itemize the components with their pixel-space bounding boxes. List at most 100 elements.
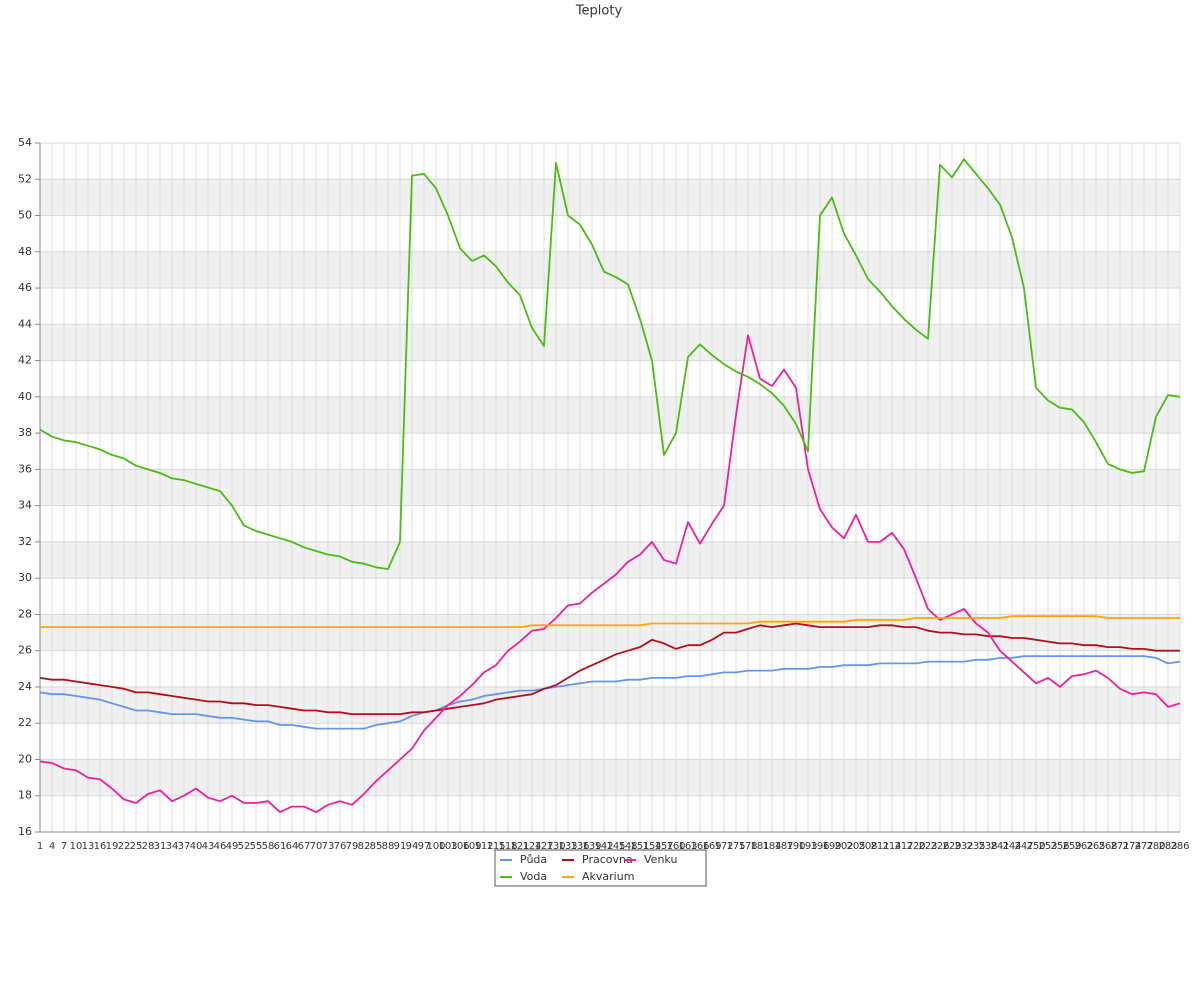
grid-band <box>40 469 1180 506</box>
y-tick-label: 38 <box>18 426 32 439</box>
x-tick-label: 19 <box>106 841 119 852</box>
x-tick-label: 190 <box>786 841 805 852</box>
x-tick-label: 115 <box>486 841 505 852</box>
x-tick-label: 265 <box>1086 841 1105 852</box>
y-tick-label: 32 <box>18 535 32 548</box>
grid-band <box>40 324 1180 361</box>
y-tick-label: 42 <box>18 354 32 367</box>
y-tick-label: 24 <box>18 680 32 693</box>
grid-band <box>40 541 1180 579</box>
x-tick-label: 229 <box>942 841 961 852</box>
y-tick-label: 36 <box>18 462 32 475</box>
legend-box <box>494 849 707 887</box>
x-tick-label: 61 <box>274 841 287 852</box>
x-tick-label: 148 <box>618 841 637 852</box>
x-tick-label: 175 <box>726 841 745 852</box>
x-tick-label: 127 <box>534 841 553 852</box>
x-tick-label: 262 <box>1074 841 1093 852</box>
legend-label: Pracovna <box>582 853 633 866</box>
x-tick-label: 187 <box>774 841 793 852</box>
x-tick-label: 103 <box>438 841 457 852</box>
x-tick-label: 31 <box>154 841 167 852</box>
x-tick-label: 205 <box>846 841 865 852</box>
x-tick-label: 277 <box>1134 841 1153 852</box>
x-tick-label: 1 <box>37 841 43 852</box>
x-tick-label: 88 <box>382 841 395 852</box>
x-tick-label: 157 <box>654 841 673 852</box>
y-tick-label: 18 <box>18 789 32 802</box>
x-tick-label: 250 <box>1026 841 1045 852</box>
y-tick-label: 26 <box>18 644 32 657</box>
x-tick-label: 151 <box>630 841 649 852</box>
series-line <box>39 334 1181 813</box>
x-tick-label: 22 <box>118 841 131 852</box>
x-tick-label: 46 <box>214 841 227 852</box>
legend-label: Venku <box>644 853 677 866</box>
x-tick-label: 199 <box>822 841 841 852</box>
x-tick-label: 52 <box>238 841 251 852</box>
grid-band <box>40 686 1180 724</box>
x-tick-label: 220 <box>906 841 925 852</box>
x-tick-label: 235 <box>966 841 985 852</box>
grid-band <box>40 614 1180 651</box>
x-tick-label: 244 <box>1002 841 1021 852</box>
x-tick-label: 163 <box>678 841 697 852</box>
x-tick-label: 211 <box>870 841 889 852</box>
x-tick-label: 208 <box>858 841 877 852</box>
grid-band <box>40 759 1180 796</box>
x-tick-label: 286 <box>1170 841 1189 852</box>
x-tick-label: 172 <box>714 841 733 852</box>
x-tick-label: 202 <box>834 841 853 852</box>
x-tick-label: 130 <box>546 841 565 852</box>
x-tick-label: 10 <box>70 841 83 852</box>
x-tick-label: 79 <box>346 841 359 852</box>
x-tick-label: 169 <box>702 841 721 852</box>
x-tick-label: 70 <box>310 841 323 852</box>
x-tick-label: 181 <box>750 841 769 852</box>
x-tick-label: 259 <box>1062 841 1081 852</box>
x-tick-label: 49 <box>226 841 239 852</box>
legend-label: Půda <box>520 853 547 866</box>
legend-label: Akvarium <box>582 870 634 883</box>
y-tick-label: 52 <box>18 172 32 185</box>
x-tick-label: 253 <box>1038 841 1057 852</box>
x-tick-label: 109 <box>462 841 481 852</box>
x-tick-label: 13 <box>82 841 95 852</box>
x-tick-label: 118 <box>498 841 517 852</box>
chart-title: Teploty <box>575 4 623 19</box>
y-tick-label: 44 <box>18 317 32 330</box>
x-tick-label: 73 <box>322 841 335 852</box>
x-tick-label: 283 <box>1158 841 1177 852</box>
x-tick-label: 43 <box>202 841 215 852</box>
series-line <box>39 158 1181 570</box>
plot-bands <box>40 179 1180 796</box>
x-tick-label: 178 <box>738 841 757 852</box>
grid-band <box>40 396 1180 434</box>
x-tick-label: 76 <box>334 841 347 852</box>
x-tick-label: 232 <box>954 841 973 852</box>
y-tick-label: 40 <box>18 390 32 403</box>
x-tick-label: 274 <box>1122 841 1141 852</box>
x-tick-label: 238 <box>978 841 997 852</box>
x-tick-label: 37 <box>178 841 191 852</box>
x-tick-label: 82 <box>358 841 371 852</box>
series-lines <box>39 158 1181 813</box>
x-tick-label: 223 <box>918 841 937 852</box>
x-tick-label: 64 <box>286 841 299 852</box>
y-tick-label: 34 <box>18 499 32 512</box>
x-tick-label: 196 <box>810 841 829 852</box>
x-tick-label: 217 <box>894 841 913 852</box>
x-tick-label: 55 <box>250 841 263 852</box>
series-line <box>39 655 1181 730</box>
x-tick-label: 184 <box>762 841 781 852</box>
legend: Půda Pracovna Venku Voda Akvarium <box>500 853 677 883</box>
x-tick-label: 106 <box>450 841 469 852</box>
grid-band <box>40 179 1180 216</box>
x-tick-label: 94 <box>406 841 419 852</box>
x-tick-label: 241 <box>990 841 1009 852</box>
x-tick-label: 100 <box>426 841 445 852</box>
x-tick-label: 139 <box>582 841 601 852</box>
axis-labels: 1618202224262830323436384042444648505254… <box>18 136 1190 852</box>
y-tick-label: 50 <box>18 209 32 222</box>
